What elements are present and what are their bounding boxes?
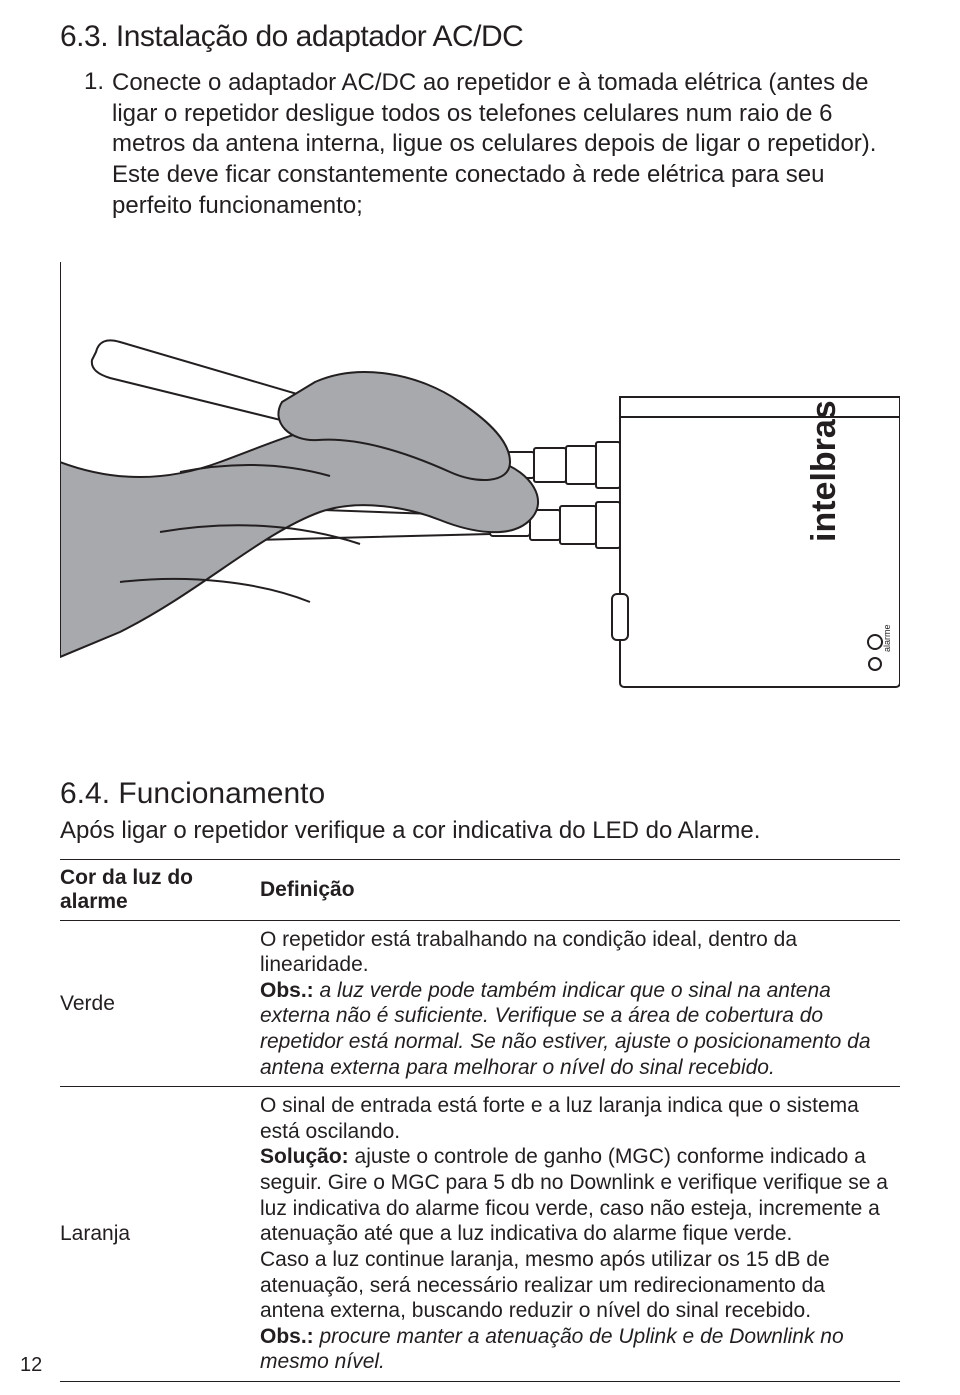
table-row: Laranja O sinal de entrada está forte e … (60, 1087, 900, 1382)
th-cor: Cor da luz do alarme (60, 859, 260, 920)
table-header-row: Cor da luz do alarme Definição (60, 859, 900, 920)
step-number: 1. (84, 68, 112, 222)
cell-label-verde: Verde (60, 920, 260, 1087)
laranja-sol-text: ajuste o controle de ganho (MGC) conform… (260, 1145, 888, 1245)
verde-obs-label: Obs.: (260, 979, 314, 1002)
laranja-obs-label: Obs.: (260, 1325, 314, 1348)
laranja-obs-text: procure manter a atenuação de Uplink e d… (260, 1325, 844, 1374)
laranja-p2: Caso a luz continue laranja, mesmo após … (260, 1248, 830, 1322)
page-number: 12 (20, 1354, 42, 1377)
table-row: Verde O repetidor está trabalhando na co… (60, 920, 900, 1087)
adapter-illustration: intelbras alarme (60, 262, 900, 732)
section-6-4-title: 6.4. Funcionamento (60, 777, 900, 811)
section-6-4-text: Após ligar o repetidor verifique a cor i… (60, 817, 900, 845)
laranja-p1: O sinal de entrada está forte e a luz la… (260, 1094, 859, 1143)
hand (60, 262, 538, 657)
device: intelbras alarme (612, 397, 900, 687)
led-label: alarme (882, 624, 892, 652)
cell-def-verde: O repetidor está trabalhando na condição… (260, 920, 900, 1087)
brand-label: intelbras (805, 400, 843, 542)
step-text: Conecte o adaptador AC/DC ao repetidor e… (112, 68, 900, 222)
cell-def-laranja: O sinal de entrada está forte e a luz la… (260, 1087, 900, 1382)
section-6-3-title: 6.3. Instalação do adaptador AC/DC (60, 20, 900, 54)
laranja-sol-label: Solução: (260, 1145, 349, 1168)
led-table: Cor da luz do alarme Definição Verde O r… (60, 859, 900, 1382)
verde-obs-text: a luz verde pode também indicar que o si… (260, 979, 871, 1079)
step-1: 1. Conecte o adaptador AC/DC ao repetido… (60, 68, 900, 222)
th-def: Definição (260, 859, 900, 920)
page: 6.3. Instalação do adaptador AC/DC 1. Co… (0, 0, 960, 1395)
cell-label-laranja: Laranja (60, 1087, 260, 1382)
verde-line1: O repetidor está trabalhando na condição… (260, 928, 797, 977)
